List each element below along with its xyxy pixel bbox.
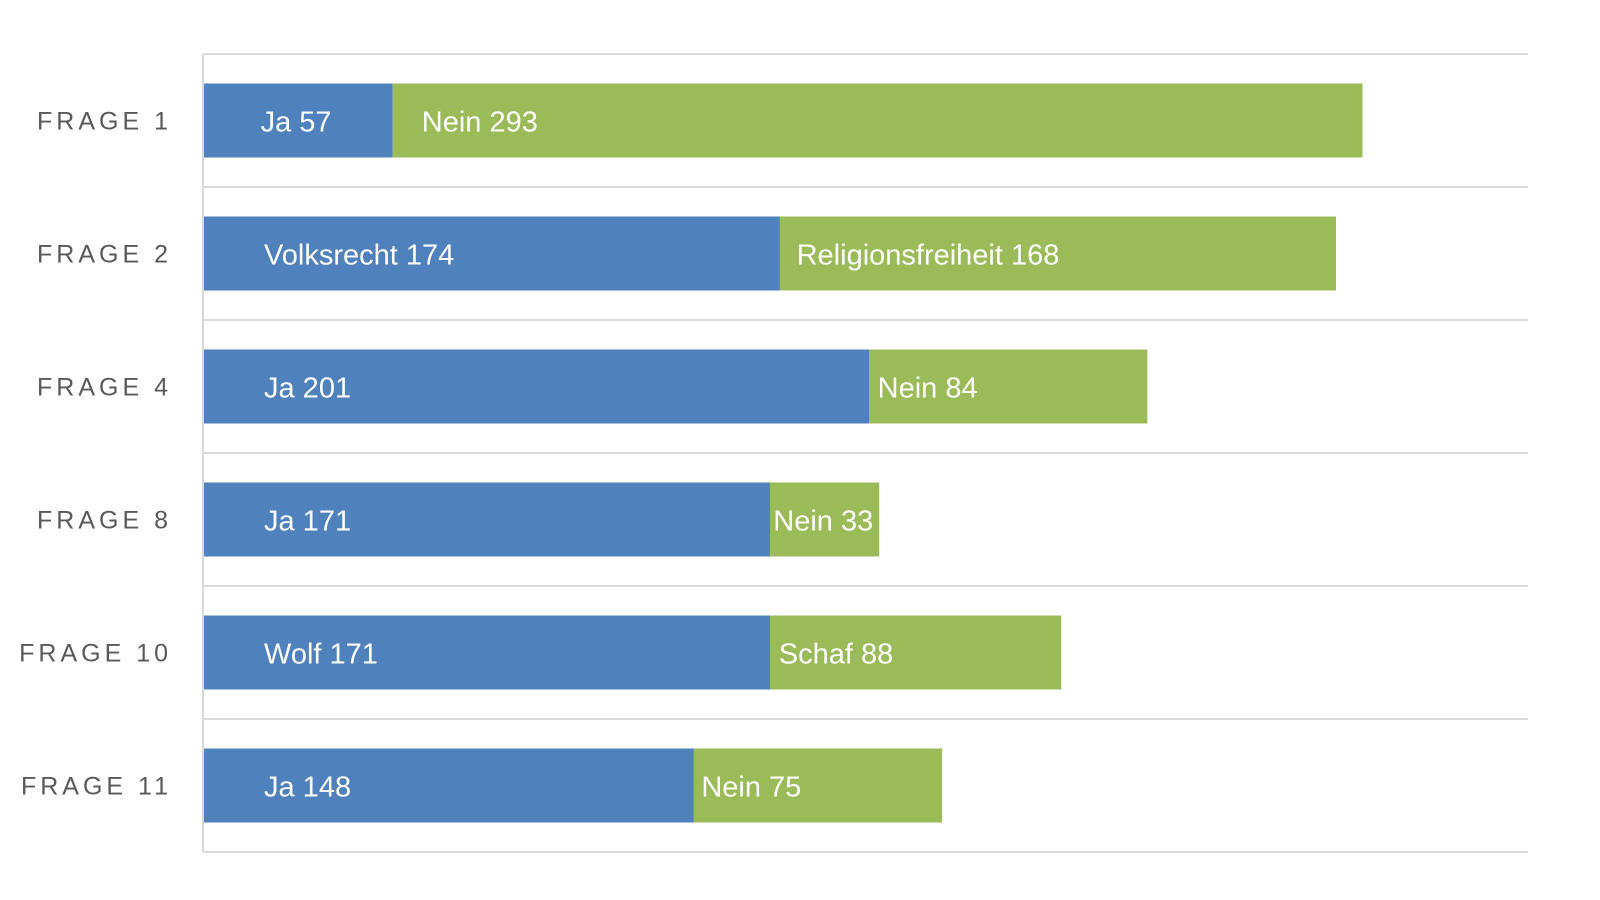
data-label: Nein 84 <box>878 373 978 405</box>
data-label: Schaf 88 <box>779 639 893 671</box>
bar-segment <box>204 482 771 557</box>
data-label: Volksrecht 174 <box>264 240 454 272</box>
data-label: Ja 57 <box>261 107 332 139</box>
data-label: Ja 201 <box>264 373 351 405</box>
data-label: Wolf 171 <box>264 639 378 671</box>
data-label: Ja 171 <box>264 506 351 538</box>
data-label: Nein 293 <box>422 107 538 139</box>
bar-segment <box>204 615 771 690</box>
data-label: Nein 33 <box>773 506 873 538</box>
bar-segment <box>770 615 1062 690</box>
category-label: FRAGE 4 <box>37 374 172 402</box>
data-label: Religionsfreiheit 168 <box>797 240 1060 272</box>
category-label: FRAGE 2 <box>37 241 172 269</box>
bar-segment <box>204 83 393 158</box>
category-label: FRAGE 10 <box>19 640 172 668</box>
data-label: Ja 148 <box>264 772 351 804</box>
bar-segment <box>204 216 780 291</box>
category-label: FRAGE 11 <box>21 773 172 801</box>
bar-segment <box>693 748 943 823</box>
bar-segment <box>204 748 694 823</box>
bar-segment <box>770 482 880 557</box>
data-label: Nein 75 <box>701 772 801 804</box>
bar-segment <box>204 349 870 424</box>
category-label: FRAGE 8 <box>37 507 172 535</box>
bar-segment <box>869 349 1148 424</box>
category-label: FRAGE 1 <box>37 108 172 136</box>
bar-segment <box>779 216 1337 291</box>
bar-segment <box>392 83 1363 158</box>
